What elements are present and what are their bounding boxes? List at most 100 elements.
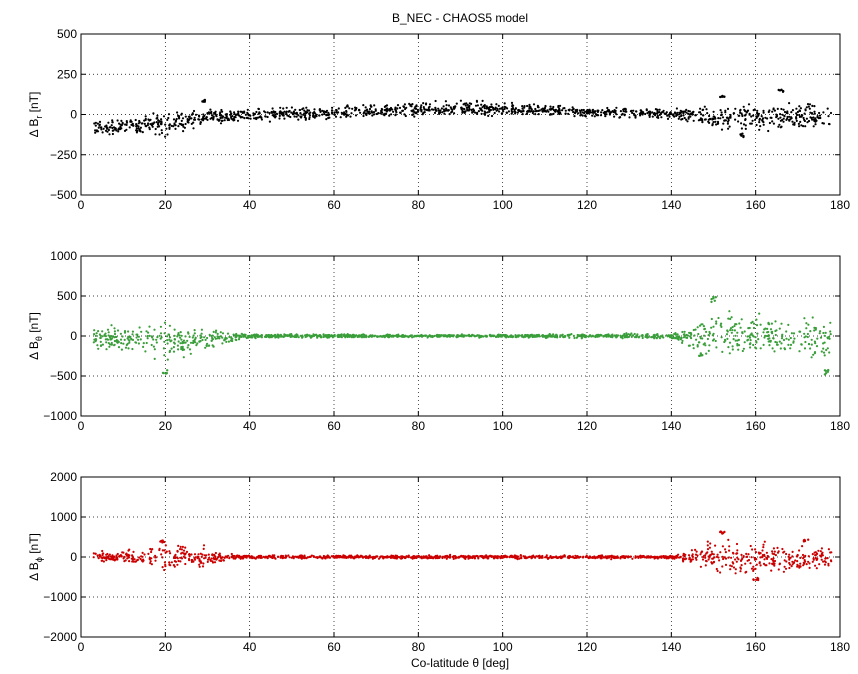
data-point <box>788 566 791 570</box>
data-point <box>290 556 293 559</box>
data-point <box>715 346 718 349</box>
data-point <box>231 337 234 340</box>
data-point <box>260 336 263 339</box>
data-point <box>135 333 138 336</box>
data-point <box>615 335 619 338</box>
data-point <box>716 553 719 556</box>
data-point <box>102 560 105 563</box>
data-point <box>161 371 165 375</box>
data-point <box>645 109 648 112</box>
data-point <box>356 335 359 339</box>
data-point <box>460 333 463 336</box>
data-point <box>172 556 176 560</box>
data-point <box>131 338 135 341</box>
data-point <box>236 334 240 337</box>
data-point <box>692 343 695 346</box>
data-point <box>107 342 110 345</box>
data-point <box>691 553 694 556</box>
data-point <box>160 121 163 124</box>
data-point <box>362 333 365 336</box>
data-point <box>193 118 197 121</box>
data-point <box>234 557 237 560</box>
y-tick-label: 1000 <box>50 510 77 524</box>
data-point <box>445 334 448 337</box>
data-point <box>388 333 391 337</box>
data-point <box>460 106 463 109</box>
data-point <box>668 556 671 559</box>
data-point <box>452 335 455 338</box>
data-point <box>464 104 467 107</box>
x-tick-label: 20 <box>159 419 173 433</box>
data-point <box>95 332 98 335</box>
data-point <box>547 110 550 113</box>
data-point <box>798 125 801 128</box>
data-point <box>650 336 653 339</box>
data-point <box>335 554 338 557</box>
y-tick-label: 500 <box>57 289 77 303</box>
data-point <box>161 549 164 552</box>
data-point <box>699 352 702 355</box>
data-point <box>237 555 240 558</box>
y-tick-label: 0 <box>70 550 77 564</box>
data-point <box>98 124 101 127</box>
data-point <box>746 110 749 113</box>
data-point <box>803 317 806 320</box>
data-point <box>149 118 152 121</box>
data-point <box>272 334 275 337</box>
data-point <box>132 560 135 563</box>
data-point <box>138 326 141 329</box>
data-point <box>725 333 729 336</box>
x-tick-label: 60 <box>327 419 341 433</box>
data-point <box>783 565 786 568</box>
data-point <box>536 334 540 337</box>
data-point <box>750 115 753 118</box>
data-point <box>425 334 428 337</box>
data-point <box>266 111 269 114</box>
data-point <box>624 555 628 558</box>
data-point <box>508 556 511 559</box>
data-point <box>130 337 133 340</box>
data-point <box>781 547 784 551</box>
data-point <box>799 562 802 565</box>
data-point <box>798 566 801 569</box>
data-point <box>135 127 138 130</box>
data-point <box>344 106 347 109</box>
data-point <box>812 353 815 356</box>
data-point <box>139 129 142 133</box>
data-point <box>689 560 692 563</box>
data-point <box>221 332 225 335</box>
data-point <box>563 554 566 557</box>
data-point <box>681 557 685 560</box>
data-point <box>829 333 832 336</box>
data-point <box>468 556 471 559</box>
data-point <box>213 111 216 115</box>
y-tick-label: 0 <box>70 108 77 122</box>
data-point <box>131 333 134 336</box>
data-point <box>557 112 560 115</box>
data-point <box>711 334 714 337</box>
data-point <box>420 110 423 113</box>
data-point <box>534 107 537 111</box>
data-point <box>294 108 297 111</box>
data-point <box>100 128 103 131</box>
data-point <box>365 112 368 115</box>
data-point <box>111 554 114 557</box>
data-point <box>788 557 791 560</box>
data-point <box>156 336 159 339</box>
data-point <box>398 106 402 109</box>
data-point <box>94 334 97 337</box>
data-point <box>821 554 825 557</box>
data-point <box>719 551 722 554</box>
data-point <box>773 553 776 556</box>
data-point <box>450 107 453 110</box>
data-point <box>701 558 705 561</box>
data-point <box>651 115 654 118</box>
x-tick-label: 120 <box>577 198 597 212</box>
data-point <box>691 113 694 116</box>
x-tick-label: 0 <box>78 419 85 433</box>
data-point <box>727 556 730 559</box>
data-point <box>297 118 300 121</box>
data-point <box>174 553 177 557</box>
data-point <box>461 335 464 338</box>
data-point <box>585 554 588 557</box>
